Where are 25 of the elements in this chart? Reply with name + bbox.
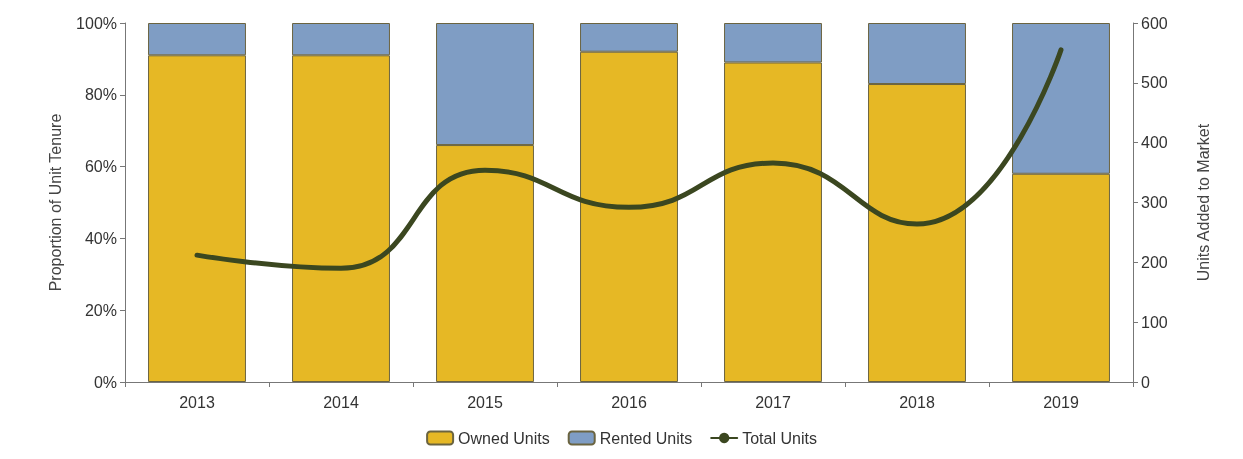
y-tick-label: 100% [76,14,117,32]
y-tick-label: 40% [84,229,117,247]
y2-tick-label: 0 [1141,373,1150,391]
y-tick-label: 0% [93,373,117,391]
x-tick-label: 2014 [323,393,359,411]
y-tick-label: 80% [84,86,117,104]
x-tick-label: 2013 [179,393,215,411]
y2-tick-label: 500 [1141,74,1168,92]
y-axis-title: Proportion of Unit Tenure [46,113,64,292]
legend-label: Rented Units [599,429,693,447]
y2-tick-label: 200 [1141,253,1168,271]
x-tick-label: 2019 [1043,393,1079,411]
y-tick-label: 20% [84,301,117,319]
legend-label: Total Units [742,429,817,447]
y2-tick-label: 100 [1141,313,1168,331]
legend-label: Owned Units [458,429,550,447]
y2-axis-title: Units Added to Market [1194,123,1212,282]
x-tick-label: 2017 [755,393,791,411]
y-tick-label: 60% [84,158,117,176]
x-tick-label: 2018 [899,393,935,411]
y2-tick-label: 600 [1141,14,1168,32]
y2-tick-label: 400 [1141,134,1168,152]
x-tick-label: 2015 [467,393,503,411]
x-tick-label: 2016 [611,393,647,411]
y2-tick-label: 300 [1141,194,1168,211]
